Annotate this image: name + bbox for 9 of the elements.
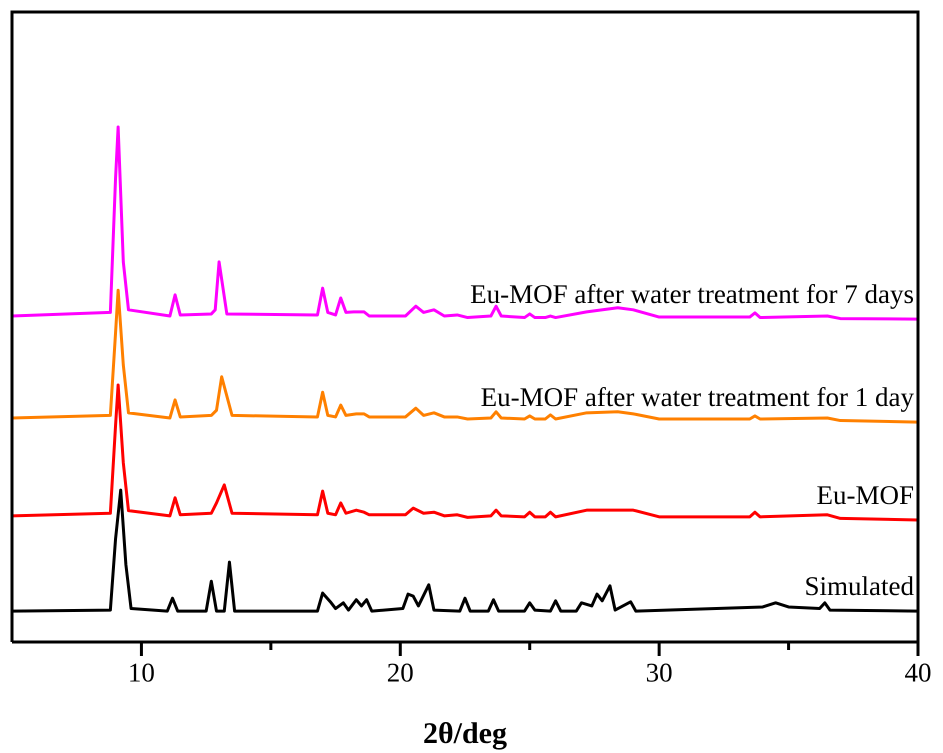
x-tick-label: 40 (904, 657, 932, 688)
series-label: Simulated (804, 571, 914, 602)
x-axis-title: 2θ/deg (423, 717, 507, 750)
series-label: Eu-MOF after water treatment for 7 days (470, 279, 914, 310)
series-label: Eu-MOF after water treatment for 1 day (480, 382, 914, 412)
x-tick-label: 10 (128, 657, 155, 688)
series-label: Eu-MOF (816, 480, 914, 510)
x-tick-label: 20 (386, 657, 414, 688)
x-tick-label: 30 (646, 657, 673, 688)
